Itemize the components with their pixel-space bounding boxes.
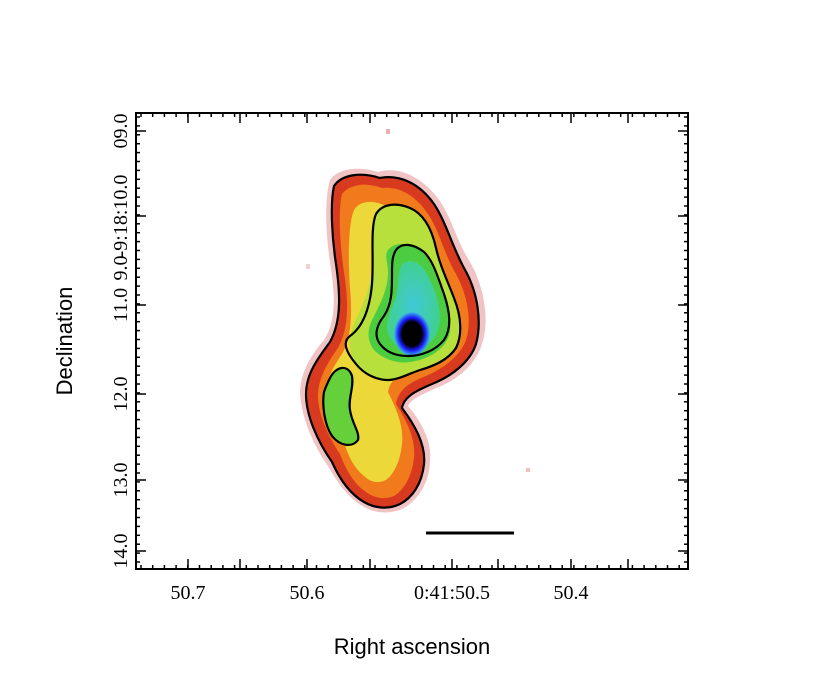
y-tick-label: -9:18:10.0	[110, 175, 132, 258]
contour-middle	[344, 203, 462, 382]
bright-core	[394, 312, 430, 356]
plot-frame	[135, 112, 689, 570]
y-axis-title: Declination	[52, 287, 77, 396]
contour-outer	[304, 173, 480, 509]
y-tick-label: 11.0	[110, 288, 132, 322]
x-tick-label: 50.7	[171, 582, 206, 604]
emission-map	[300, 129, 530, 513]
axis-ticks	[136, 113, 688, 569]
contour-south	[322, 366, 360, 446]
y-tick-labels: 09.0 -9:18:10.0 9.0 11.0 12.0 13.0 14.0	[110, 114, 132, 569]
x-tick-labels: 50.7 50.6 0:41:50.5 50.4	[171, 582, 589, 604]
x-tick-label: 50.6	[290, 582, 325, 604]
y-tick-label: 9.0	[110, 256, 132, 281]
y-tick-label: 12.0	[110, 377, 132, 412]
southern-clump	[323, 367, 359, 445]
contour-inner	[375, 243, 451, 358]
noise-pixel	[306, 264, 310, 269]
x-tick-label: 0:41:50.5	[414, 582, 490, 604]
y-tick-label: 09.0	[110, 114, 132, 149]
noise-pixel	[386, 129, 390, 134]
noise-pixel	[526, 468, 530, 472]
contour-lines	[304, 173, 480, 509]
y-tick-label: 14.0	[110, 534, 132, 569]
x-tick-label: 50.4	[554, 582, 589, 604]
y-tick-label: 13.0	[110, 463, 132, 498]
x-axis-title: Right ascension	[334, 634, 491, 659]
